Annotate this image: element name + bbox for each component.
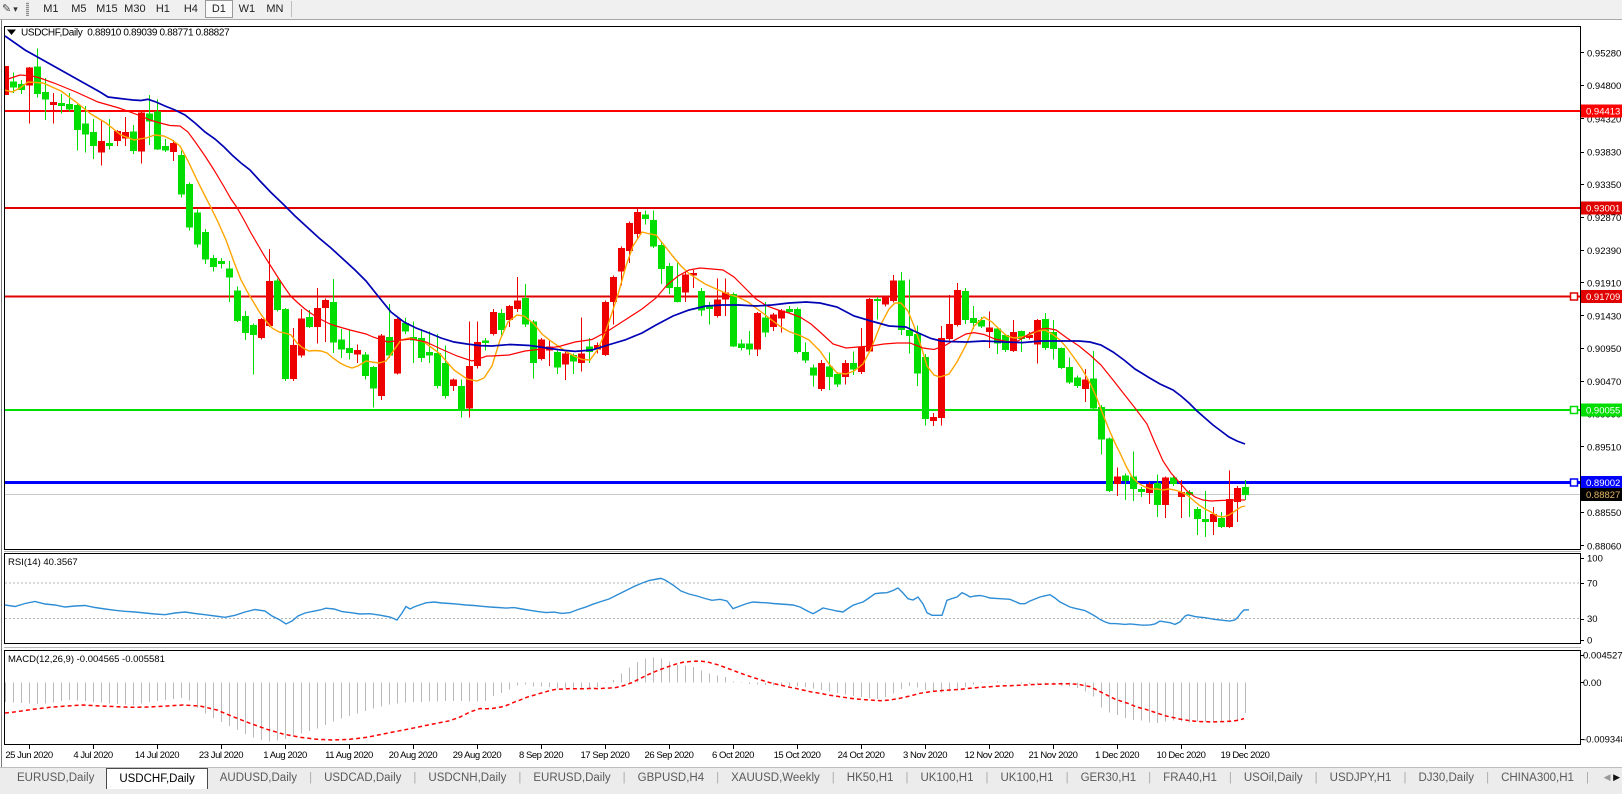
svg-text:21 Nov 2020: 21 Nov 2020	[1029, 750, 1078, 761]
svg-text:24 Oct 2020: 24 Oct 2020	[838, 750, 885, 761]
svg-text:8 Sep 2020: 8 Sep 2020	[519, 750, 563, 761]
svg-text:0.92390: 0.92390	[1587, 246, 1621, 257]
svg-text:0.92870: 0.92870	[1587, 213, 1621, 224]
svg-text:26 Sep 2020: 26 Sep 2020	[645, 750, 694, 761]
svg-text:12 Nov 2020: 12 Nov 2020	[965, 750, 1014, 761]
svg-text:0.88060: 0.88060	[1587, 541, 1621, 552]
svg-text:6 Oct 2020: 6 Oct 2020	[712, 750, 754, 761]
svg-text:70: 70	[1587, 579, 1598, 590]
svg-text:17 Sep 2020: 17 Sep 2020	[581, 750, 630, 761]
svg-text:MACD(12,26,9) -0.004565 -0.005: MACD(12,26,9) -0.004565 -0.005581	[8, 654, 165, 665]
svg-text:29 Aug 2020: 29 Aug 2020	[453, 750, 502, 761]
svg-text:1 Aug 2020: 1 Aug 2020	[263, 750, 307, 761]
svg-text:0.004527: 0.004527	[1583, 651, 1622, 662]
svg-text:0.93001: 0.93001	[1586, 204, 1620, 215]
svg-text:23 Jul 2020: 23 Jul 2020	[199, 750, 243, 761]
svg-text:0.90950: 0.90950	[1587, 344, 1621, 355]
svg-text:25 Jun 2020: 25 Jun 2020	[5, 750, 53, 761]
svg-text:0.90055: 0.90055	[1586, 406, 1620, 417]
svg-text:0.94320: 0.94320	[1587, 115, 1621, 126]
svg-text:0.91709: 0.91709	[1586, 292, 1620, 303]
svg-text:0.93830: 0.93830	[1587, 148, 1621, 159]
svg-text:10 Dec 2020: 10 Dec 2020	[1157, 750, 1206, 761]
svg-text:0: 0	[1587, 636, 1592, 647]
svg-text:19 Dec 2020: 19 Dec 2020	[1221, 750, 1270, 761]
svg-text:0.91430: 0.91430	[1587, 311, 1621, 322]
svg-text:0.88827: 0.88827	[1586, 490, 1620, 501]
svg-text:11 Aug 2020: 11 Aug 2020	[325, 750, 373, 761]
svg-text:0.94800: 0.94800	[1587, 81, 1621, 92]
svg-text:USDCHF,Daily 0.88910 0.89039: USDCHF,Daily 0.88910 0.89039 0.88771 0.8…	[21, 28, 230, 39]
svg-text:15 Oct 2020: 15 Oct 2020	[774, 750, 821, 761]
svg-text:100: 100	[1587, 554, 1603, 565]
svg-text:0.00: 0.00	[1583, 678, 1602, 689]
svg-text:-0.009348: -0.009348	[1583, 735, 1622, 746]
svg-text:0.89510: 0.89510	[1587, 442, 1621, 453]
svg-text:30: 30	[1587, 614, 1598, 625]
svg-text:0.94413: 0.94413	[1586, 107, 1620, 118]
svg-text:3 Nov 2020: 3 Nov 2020	[903, 750, 947, 761]
svg-text:14 Jul 2020: 14 Jul 2020	[135, 750, 179, 761]
svg-text:20 Aug 2020: 20 Aug 2020	[389, 750, 438, 761]
svg-text:0.88550: 0.88550	[1587, 508, 1621, 519]
svg-text:0.89002: 0.89002	[1586, 478, 1620, 489]
svg-text:0.95280: 0.95280	[1587, 49, 1621, 60]
svg-text:1 Dec 2020: 1 Dec 2020	[1095, 750, 1139, 761]
svg-text:0.91910: 0.91910	[1587, 279, 1621, 290]
svg-text:0.90470: 0.90470	[1587, 377, 1621, 388]
svg-text:RSI(14) 40.3567: RSI(14) 40.3567	[8, 557, 78, 568]
svg-text:0.93350: 0.93350	[1587, 180, 1621, 191]
svg-text:4 Jul 2020: 4 Jul 2020	[73, 750, 113, 761]
